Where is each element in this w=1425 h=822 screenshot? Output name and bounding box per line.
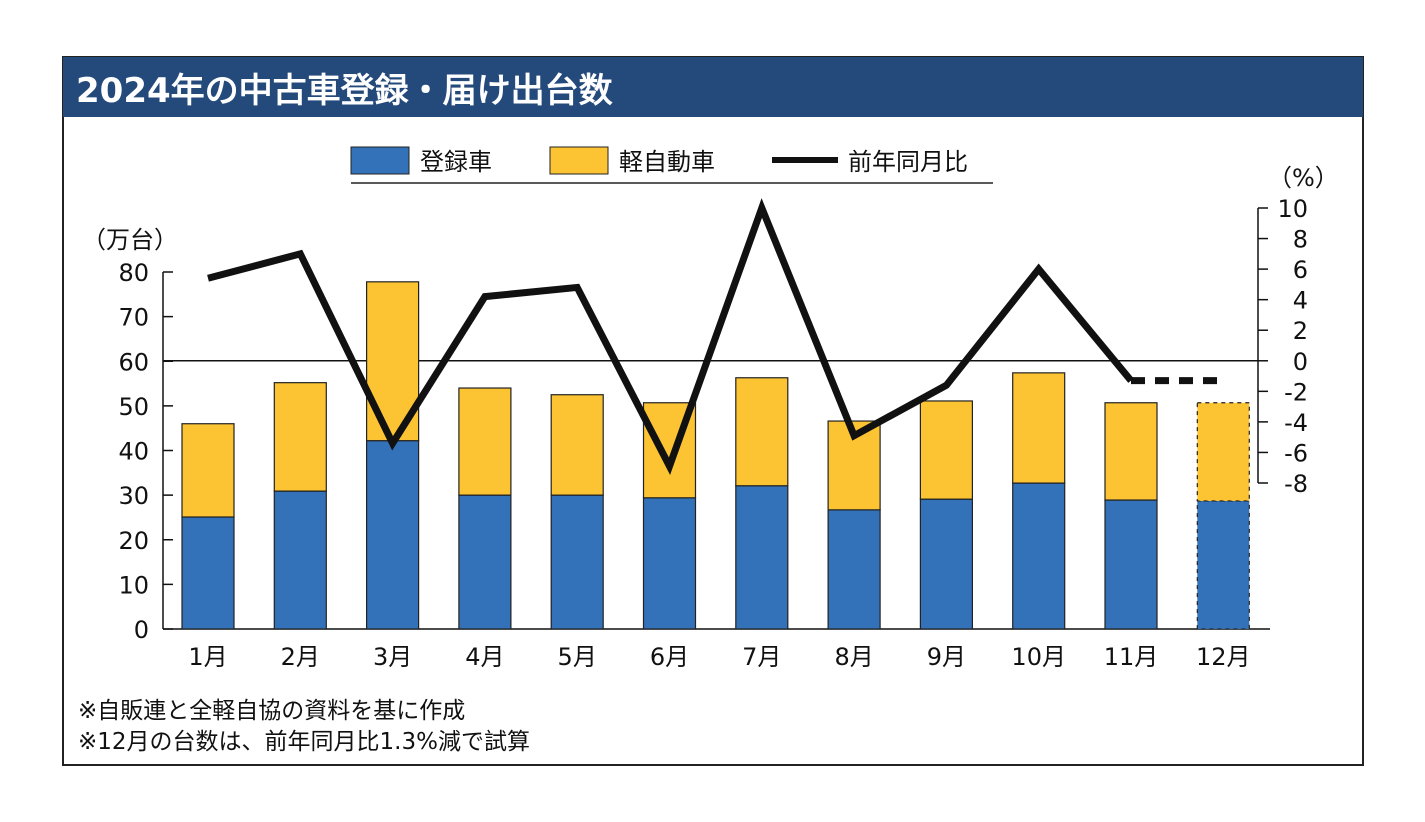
x-tick-label: 7月 [742,643,781,671]
right-tick-label: 8 [1293,226,1308,254]
legend: 登録車 軽自動車 前年同月比 [350,146,993,184]
right-tick-label: 6 [1293,256,1308,284]
left-tick-label: 0 [134,616,149,644]
legend-swatch-registered [350,146,410,175]
right-tick-label: 2 [1293,317,1308,345]
bar-kei [735,377,789,487]
x-tick-label: 12月 [1196,643,1251,671]
note-december: ※12月の台数は、前年同月比1.3%減で試算 [78,729,530,755]
bar-registered [1012,482,1066,630]
bar-registered [458,494,512,630]
bar-kei [181,423,235,518]
title-bar [63,57,1363,117]
right-tick-label: 4 [1293,287,1308,315]
right-tick-label: -6 [1284,439,1308,467]
bar-kei [1012,372,1066,484]
x-tick-label: 5月 [558,643,597,671]
bar-registered [550,494,604,630]
left-tick-label: 10 [118,571,149,599]
x-tick-label: 1月 [188,643,227,671]
chart-title: 2024年の中古車登録・届け出台数 [76,71,613,111]
x-tick-label: 6月 [650,643,689,671]
left-axis-label: （万台） [82,226,178,254]
bar-registered [642,497,697,630]
bar-registered [1104,499,1158,630]
left-tick-label: 40 [118,438,149,466]
left-tick-label: 50 [118,393,149,421]
bar-registered [366,440,420,630]
legend-label-registered: 登録車 [420,148,492,176]
legend-label-kei: 軽自動車 [619,148,715,176]
legend-label-yoy: 前年同月比 [848,148,968,176]
legend-swatch-kei [549,146,609,175]
note-source: ※自販連と全軽自協の資料を基に作成 [78,698,465,724]
bar-kei [919,400,974,500]
bar-registered [827,509,881,630]
bar-registered [181,516,235,630]
x-tick-label: 11月 [1104,643,1159,671]
right-tick-label: -2 [1284,378,1308,406]
left-tick-label: 70 [118,304,149,332]
bar-registered [735,485,789,630]
x-tick-label: 2月 [281,643,320,671]
right-tick-label: -4 [1284,409,1308,437]
bar-registered [273,490,327,630]
left-tick-label: 80 [118,259,149,287]
bar-kei [458,387,512,496]
right-tick-label: 0 [1293,348,1308,376]
x-tick-label: 4月 [465,643,504,671]
bar-registered [1196,500,1250,630]
bar-kei [1104,402,1158,501]
left-tick-label: 60 [118,348,149,376]
x-tick-label: 9月 [927,643,966,671]
x-tick-label: 3月 [373,643,412,671]
bar-registered [919,498,974,630]
right-axis-label: （%） [1268,164,1339,192]
x-tick-label: 10月 [1011,643,1066,671]
left-tick-label: 30 [118,482,149,510]
x-tick-label: 8月 [834,643,873,671]
bar-kei [550,394,604,496]
bar-kei [273,382,327,492]
right-tick-label: -8 [1284,470,1308,498]
bar-kei [1196,402,1250,502]
right-tick-label: 10 [1277,195,1308,223]
left-tick-label: 20 [118,527,149,555]
